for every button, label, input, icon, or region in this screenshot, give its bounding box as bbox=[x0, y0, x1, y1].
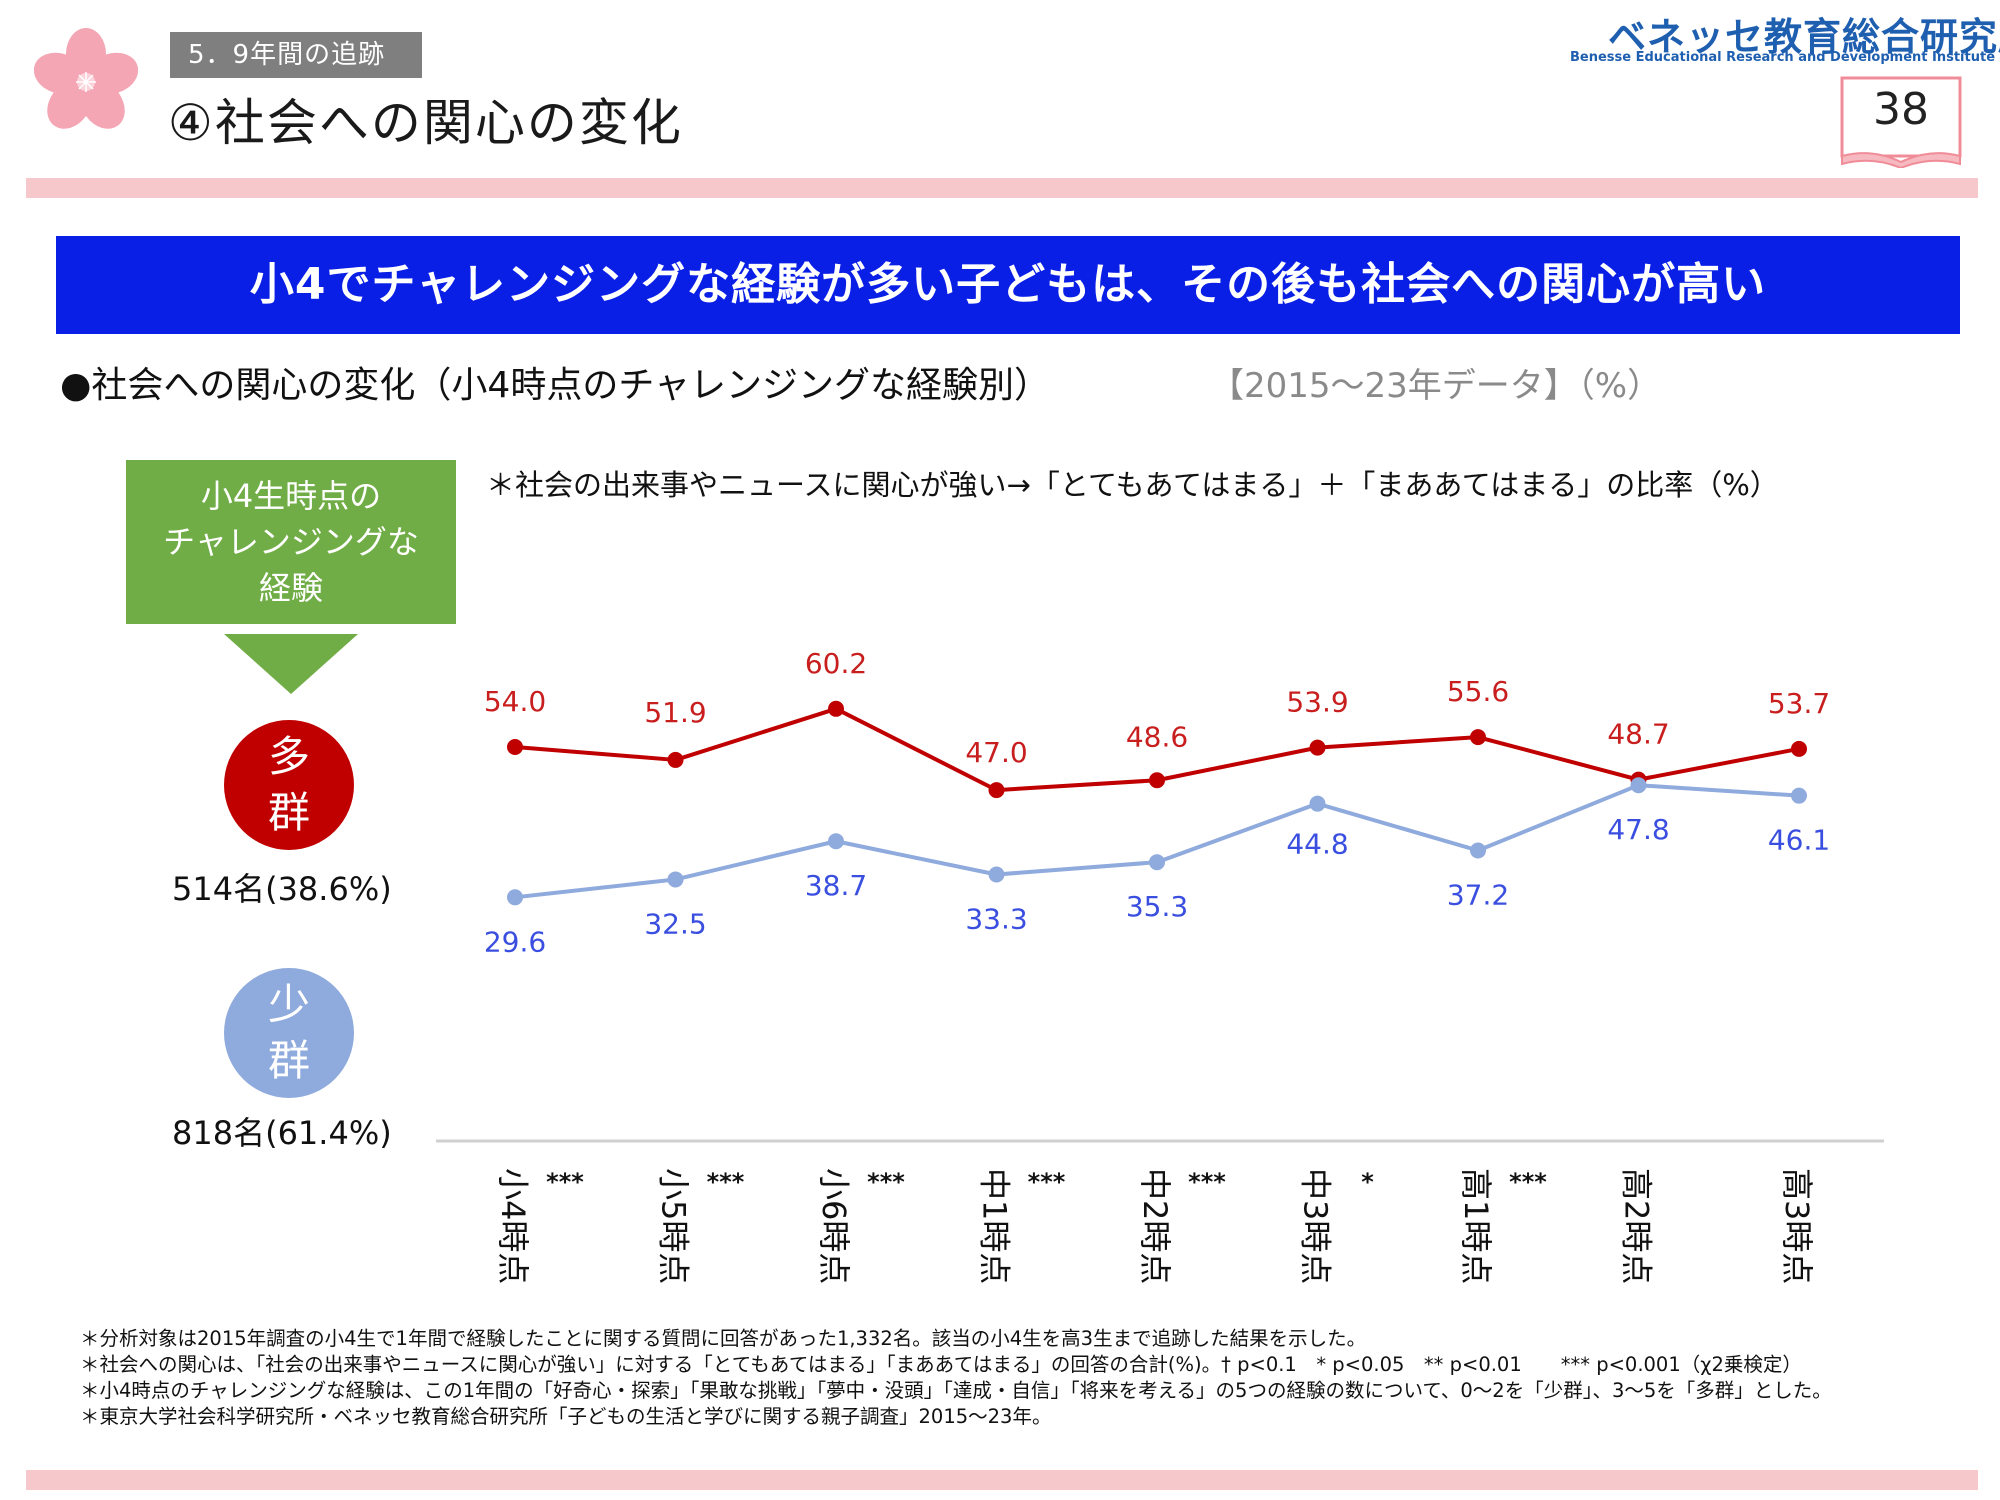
x-tick-label: 高1時点 bbox=[1457, 1168, 1495, 1284]
data-point bbox=[667, 871, 684, 888]
data-label: 48.7 bbox=[1607, 718, 1669, 751]
footnotes: ＊分析対象は2015年調査の小4生で1年間で経験したことに関する質問に回答があっ… bbox=[80, 1326, 1960, 1430]
significance-mark: *** bbox=[867, 1168, 905, 1196]
significance-mark: *** bbox=[707, 1168, 745, 1196]
section-tag: 5．9年間の追跡 bbox=[170, 32, 422, 78]
headline-banner: 小4でチャレンジングな経験が多い子どもは、その後も社会への関心が高い bbox=[56, 236, 1960, 334]
data-point bbox=[1149, 772, 1165, 789]
brand-logo-jp: ベネッセ教育総合研究所 bbox=[1608, 15, 2000, 59]
brand-logo-en: Benesse Educational Research and Develop… bbox=[1570, 50, 1996, 65]
data-point bbox=[828, 833, 844, 850]
significance-mark: *** bbox=[1188, 1168, 1226, 1196]
sakura-logo-icon bbox=[34, 28, 138, 129]
chart-note: ＊社会の出来事やニュースに関心が強い→「とてもあてはまる」＋「まああてはまる」の… bbox=[486, 468, 1779, 502]
data-period-note: 【2015～23年データ】（%） bbox=[1210, 366, 1662, 406]
data-label: 44.8 bbox=[1286, 828, 1348, 861]
significance-mark: *** bbox=[1509, 1168, 1547, 1196]
data-point bbox=[1309, 739, 1326, 756]
data-label: 53.9 bbox=[1286, 686, 1348, 719]
x-tick-label: 小6時点 bbox=[815, 1168, 853, 1284]
data-point bbox=[1791, 740, 1807, 757]
chart-subtitle: ●社会への関心の変化（小4時点のチャレンジングな経験別） bbox=[60, 365, 1050, 406]
x-tick-label: 小4時点 bbox=[494, 1168, 532, 1284]
footer-divider bbox=[26, 1470, 1978, 1490]
footnote-line: ＊社会への関心は、「社会の出来事やニュースに関心が強い」に対する「とてもあてはま… bbox=[80, 1353, 1802, 1376]
data-label: 48.6 bbox=[1126, 720, 1188, 753]
data-point bbox=[507, 889, 523, 906]
group-few-badge: 少 群 bbox=[224, 968, 354, 1098]
x-tick-label: 高3時点 bbox=[1778, 1168, 1816, 1284]
footnote-line: ＊東京大学社会科学研究所・ベネッセ教育総合研究所「子どもの生活と学びに関する親子… bbox=[80, 1405, 1052, 1428]
data-point bbox=[828, 700, 844, 717]
data-point bbox=[1791, 787, 1807, 804]
data-point bbox=[507, 739, 523, 755]
data-label: 47.0 bbox=[965, 736, 1027, 769]
data-label: 60.2 bbox=[805, 647, 867, 680]
data-label: 37.2 bbox=[1447, 878, 1509, 911]
data-point bbox=[988, 782, 1005, 799]
data-label: 38.7 bbox=[805, 869, 867, 902]
footnote-line: ＊分析対象は2015年調査の小4生で1年間で経験したことに関する質問に回答があっ… bbox=[80, 1327, 1367, 1350]
group-few-count: 818名(61.4%) bbox=[172, 1114, 392, 1152]
x-tick-label: 中1時点 bbox=[976, 1168, 1014, 1284]
data-label: 29.6 bbox=[484, 925, 546, 958]
significance-mark: *** bbox=[1028, 1168, 1066, 1196]
x-tick-label: 中2時点 bbox=[1136, 1168, 1174, 1284]
book-page-icon bbox=[1840, 76, 1962, 168]
data-point bbox=[1470, 729, 1486, 746]
x-tick-label: 中3時点 bbox=[1297, 1168, 1335, 1284]
significance-mark: *** bbox=[546, 1168, 584, 1196]
data-label: 35.3 bbox=[1126, 890, 1188, 923]
data-point bbox=[1630, 777, 1647, 794]
grouping-label: 小4生時点の チャレンジングな 経験 bbox=[126, 460, 456, 624]
data-label: 51.9 bbox=[644, 696, 706, 729]
data-point bbox=[1149, 854, 1165, 871]
significance-mark: * bbox=[1361, 1168, 1374, 1196]
data-label: 55.6 bbox=[1447, 675, 1509, 708]
data-point bbox=[988, 866, 1005, 883]
group-many-badge: 多 群 bbox=[224, 720, 354, 850]
data-label: 46.1 bbox=[1768, 824, 1830, 857]
data-point bbox=[1309, 795, 1326, 812]
data-label: 47.8 bbox=[1607, 813, 1669, 846]
x-tick-label: 小5時点 bbox=[655, 1168, 693, 1284]
data-label: 53.7 bbox=[1768, 687, 1830, 720]
down-arrow-icon bbox=[224, 634, 358, 694]
data-label: 54.0 bbox=[484, 685, 546, 718]
header-divider bbox=[26, 178, 1978, 198]
slide-title: ④社会への関心の変化 bbox=[168, 94, 683, 152]
data-point bbox=[1470, 842, 1486, 859]
data-point bbox=[667, 751, 684, 768]
data-label: 32.5 bbox=[644, 907, 706, 940]
footnote-line: ＊小4時点のチャレンジングな経験は、この1年間の「好奇心・探索」「果敢な挑戦」「… bbox=[80, 1379, 1832, 1402]
x-tick-label: 高2時点 bbox=[1618, 1168, 1656, 1284]
data-label: 33.3 bbox=[965, 903, 1027, 936]
group-many-count: 514名(38.6%) bbox=[172, 870, 392, 908]
page-number: 38 bbox=[1873, 84, 1929, 135]
